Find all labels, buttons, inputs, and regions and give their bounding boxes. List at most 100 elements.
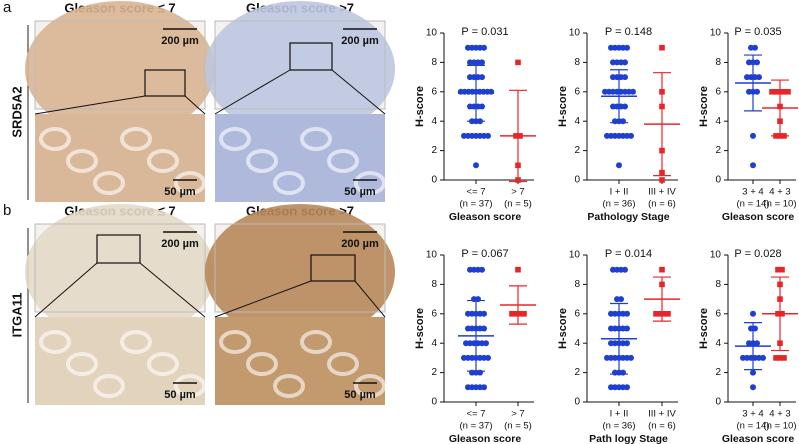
x-axis-label: Gleason score	[722, 433, 795, 444]
y-tick-label: 8	[431, 279, 437, 290]
data-point	[622, 103, 628, 110]
x-axis-label: Gleason score	[722, 211, 795, 223]
zoom-line	[214, 69, 291, 115]
y-tick-label: 4	[574, 116, 580, 127]
data-point	[756, 74, 762, 81]
data-point	[750, 310, 756, 317]
x-axis-label: Pathology Stage	[587, 211, 669, 223]
tissue-gland	[246, 352, 278, 376]
scale-bar-label: 200 µm	[341, 35, 379, 47]
zoom-line	[34, 262, 98, 318]
tissue-gland	[147, 149, 179, 173]
y-axis-label: H-score	[698, 308, 710, 349]
sd-bar	[467, 64, 485, 122]
sd-bar	[653, 276, 671, 322]
tissue-gland	[327, 352, 359, 376]
x-axis-label: Gleason score	[449, 211, 522, 223]
data-point	[624, 44, 630, 51]
data-point	[775, 266, 781, 273]
data-point	[657, 311, 663, 317]
x-tick-note: (n = 6)	[648, 199, 676, 210]
data-point	[750, 369, 756, 376]
data-point	[781, 89, 787, 95]
x-tick-label: III + IV	[648, 409, 676, 420]
zoom-line	[214, 280, 312, 318]
data-point	[624, 384, 630, 391]
zoom-box	[144, 69, 186, 97]
tissue-gland	[273, 374, 305, 398]
sd-bar	[744, 54, 762, 112]
x-tick-note: (n = 10)	[763, 421, 796, 432]
x-tick-note: (n = 14)	[736, 199, 769, 210]
data-point	[473, 162, 479, 169]
data-point	[620, 118, 626, 125]
y-tick-label: 10	[569, 28, 581, 39]
y-tick-label: 10	[569, 250, 581, 261]
data-point	[773, 89, 779, 95]
x-tick-note: (n = 36)	[602, 199, 635, 210]
data-point	[521, 311, 527, 317]
sd-bar	[610, 69, 628, 124]
chart-title: P = 0.014	[605, 248, 652, 260]
y-tick-label: 0	[574, 175, 580, 186]
data-point	[628, 132, 634, 139]
data-point	[779, 266, 785, 273]
tissue-gland	[39, 330, 71, 354]
data-point	[659, 44, 665, 51]
x-tick-label: > 7	[511, 409, 524, 420]
scale-bar-label: 200 µm	[161, 238, 199, 250]
data-point	[754, 59, 760, 66]
data-point	[760, 354, 766, 361]
data-point	[773, 355, 779, 361]
zoom-line	[331, 69, 386, 115]
tissue-gland	[327, 149, 359, 173]
x-axis-label: Path logy Stage	[589, 433, 668, 444]
panel-label: b	[3, 202, 11, 219]
x-tick-label: 3 + 4	[742, 187, 763, 198]
x-tick-note: (n = 10)	[763, 199, 796, 210]
chart-title: P = 0.035	[734, 26, 781, 38]
y-tick-label: 10	[426, 28, 438, 39]
y-axis-label: H-score	[557, 86, 569, 127]
tissue-gland	[120, 127, 152, 151]
y-tick-label: 2	[431, 145, 437, 156]
tissue-gland	[39, 127, 71, 151]
tissue-gland	[147, 352, 179, 376]
x-tick-label: 3 + 4	[742, 409, 763, 420]
sd-bar	[771, 79, 789, 137]
x-tick-label: 4 + 3	[769, 409, 790, 420]
tissue-gland	[93, 171, 125, 195]
tissue-gland	[93, 374, 125, 398]
data-point	[630, 88, 636, 95]
y-tick-label: 4	[574, 338, 580, 349]
y-axis-label: H-score	[414, 86, 426, 127]
data-point	[485, 132, 491, 139]
data-point	[481, 310, 487, 317]
gene-label: SRD5A2	[9, 86, 24, 137]
tissue-gland	[246, 149, 278, 173]
y-tick-label: 2	[715, 145, 721, 156]
y-tick-label: 8	[574, 57, 580, 68]
sd-bar	[653, 72, 671, 177]
tissue-gland	[66, 352, 98, 376]
scale-bar-label: 200 µm	[161, 35, 199, 47]
panel-label: a	[3, 0, 12, 16]
zoom-line	[34, 95, 146, 115]
x-tick-note: (n = 37)	[459, 421, 492, 432]
scale-bar-label: 50 µm	[164, 389, 196, 401]
data-point	[477, 369, 483, 376]
sd-bar	[509, 285, 527, 325]
data-point	[481, 44, 487, 51]
data-point	[479, 103, 485, 110]
x-tick-label: <= 7	[466, 187, 485, 198]
tissue-gland	[219, 330, 251, 354]
y-tick-label: 2	[715, 367, 721, 378]
y-tick-label: 8	[431, 57, 437, 68]
x-axis-label: Gleason score	[449, 433, 522, 444]
data-point	[485, 354, 491, 361]
data-point	[517, 311, 523, 317]
data-point	[628, 354, 634, 361]
zoom-box	[289, 42, 333, 71]
sd-bar	[509, 89, 527, 183]
tissue-frame	[34, 20, 206, 110]
